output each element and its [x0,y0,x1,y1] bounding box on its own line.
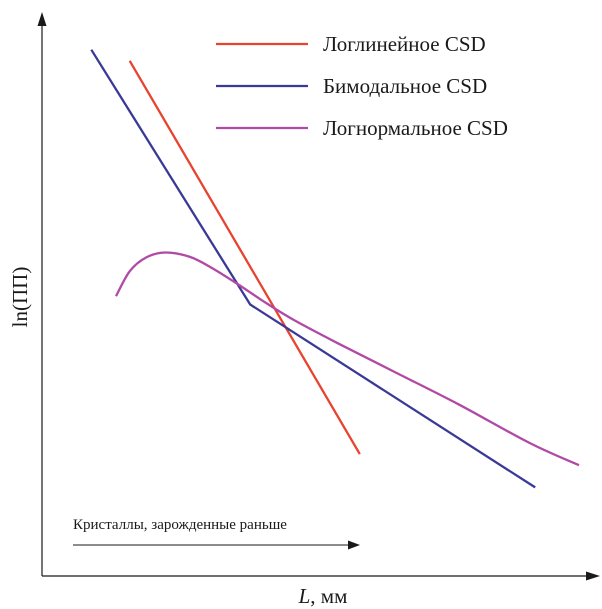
x-axis-variable: L [298,584,311,608]
annotation-text: Кристаллы, зарожденные раньше [73,517,287,533]
series-line-2 [90,49,536,489]
y-axis-label: ln(ПП) [8,267,32,328]
legend-label-1: Логлинейное CSD [323,32,486,56]
x-axis-unit: , мм [310,584,347,608]
series-line-3 [114,251,580,467]
axes [37,12,600,581]
series-line-1 [128,60,361,455]
x-axis-label: L, мм [298,584,348,608]
legend-label-2: Бимодальное CSD [323,74,487,98]
annotation: Кристаллы, зарожденные раньше [73,517,360,550]
annotation-arrow-head [348,540,360,550]
legend: Логлинейное CSD Бимодальное CSD Логнормаль… [216,32,508,140]
legend-label-3: Логнормальное CSD [323,116,508,140]
x-axis-arrow [586,571,600,581]
y-axis-arrow [37,12,47,26]
series-layer [90,49,580,489]
